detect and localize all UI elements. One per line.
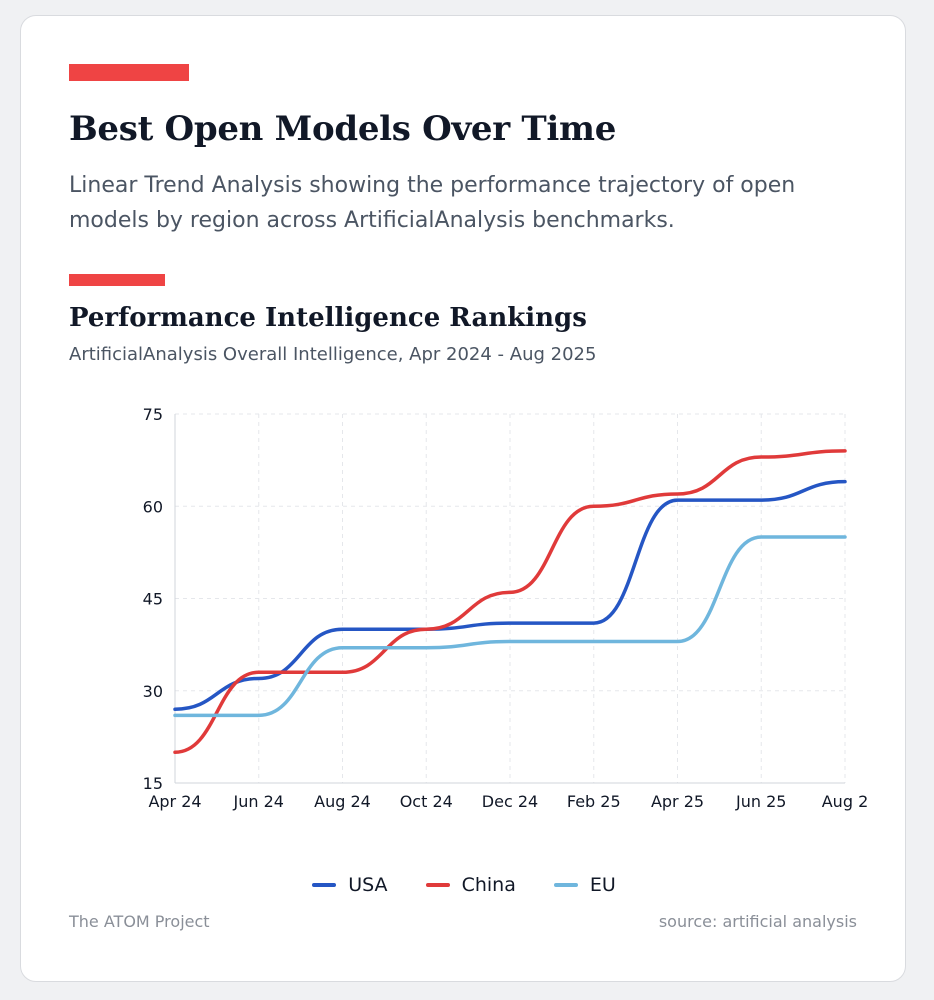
chart-axes: 15 30 45 60 75 Apr 24 Jun 24 Aug 24 Oct 24 Dec 24… bbox=[143, 405, 869, 811]
data-point-usa[interactable] bbox=[588, 617, 600, 629]
data-point-china[interactable] bbox=[253, 666, 265, 678]
data-point-eu[interactable] bbox=[588, 636, 600, 648]
y-tick-label: 15 bbox=[143, 774, 163, 793]
page-title: Best Open Models Over Time bbox=[69, 109, 617, 149]
y-tick-label: 75 bbox=[143, 405, 163, 424]
legend-swatch-usa bbox=[312, 883, 337, 887]
data-point-china[interactable] bbox=[504, 586, 516, 598]
data-point-china[interactable] bbox=[755, 451, 767, 463]
y-tick-label: 30 bbox=[143, 682, 163, 701]
chart-title: Performance Intelligence Rankings bbox=[69, 303, 587, 333]
chart-card: Best Open Models Over Time Linear Trend … bbox=[20, 15, 906, 982]
series-line-usa[interactable] bbox=[173, 479, 847, 711]
data-point-eu[interactable] bbox=[420, 642, 432, 654]
chart-legend: USA China EU bbox=[21, 874, 907, 896]
legend-label-usa: USA bbox=[348, 874, 388, 896]
legend-item-china[interactable]: China bbox=[425, 874, 516, 896]
legend-label-eu: EU bbox=[589, 874, 616, 896]
series-line-china[interactable] bbox=[173, 449, 847, 754]
title-accent-bar bbox=[69, 64, 189, 81]
x-tick-label: Aug 2 bbox=[822, 792, 869, 811]
data-point-eu[interactable] bbox=[672, 636, 684, 648]
data-point-usa[interactable] bbox=[337, 623, 349, 635]
data-point-usa[interactable] bbox=[504, 617, 516, 629]
data-point-china[interactable] bbox=[839, 445, 851, 457]
legend-item-usa[interactable]: USA bbox=[312, 874, 388, 896]
data-point-china[interactable] bbox=[337, 666, 349, 678]
series-line-eu[interactable] bbox=[173, 535, 847, 718]
data-point-eu[interactable] bbox=[169, 709, 181, 721]
legend-swatch-china bbox=[425, 883, 450, 887]
data-point-eu[interactable] bbox=[755, 531, 767, 543]
y-tick-label: 45 bbox=[143, 590, 163, 609]
page-subtitle: Linear Trend Analysis showing the perfor… bbox=[69, 173, 796, 233]
data-point-usa[interactable] bbox=[755, 494, 767, 506]
chart-subtitle: ArtificialAnalysis Overall Intelligence,… bbox=[69, 344, 597, 365]
legend-label-china: China bbox=[461, 874, 516, 896]
legend-item-eu[interactable]: EU bbox=[553, 874, 616, 896]
y-tick-label: 60 bbox=[143, 497, 163, 516]
data-point-eu[interactable] bbox=[337, 642, 349, 654]
chart-grid bbox=[174, 413, 846, 784]
chart-series bbox=[169, 445, 851, 758]
footer-source: source: artificial analysis bbox=[658, 912, 857, 931]
data-point-china[interactable] bbox=[672, 488, 684, 500]
x-tick-label: Apr 24 bbox=[148, 792, 201, 811]
line-chart: 15 30 45 60 75 Apr 24 Jun 24 Aug 24 Oct 24 Dec 24… bbox=[143, 405, 869, 811]
data-point-china[interactable] bbox=[588, 500, 600, 512]
x-tick-label: Feb 25 bbox=[567, 792, 621, 811]
x-tick-label: Jun 24 bbox=[233, 792, 284, 811]
data-point-china[interactable] bbox=[169, 746, 181, 758]
data-point-china[interactable] bbox=[420, 623, 432, 635]
x-tick-label: Jun 25 bbox=[735, 792, 786, 811]
section-accent-bar bbox=[69, 274, 165, 286]
data-point-eu[interactable] bbox=[504, 636, 516, 648]
x-tick-label: Apr 25 bbox=[651, 792, 704, 811]
data-point-usa[interactable] bbox=[839, 476, 851, 488]
data-point-eu[interactable] bbox=[839, 531, 851, 543]
data-point-eu[interactable] bbox=[253, 709, 265, 721]
x-tick-label: Dec 24 bbox=[482, 792, 538, 811]
legend-swatch-eu bbox=[553, 883, 578, 887]
x-tick-label: Oct 24 bbox=[400, 792, 453, 811]
footer-credit: The ATOM Project bbox=[69, 912, 210, 931]
x-tick-label: Aug 24 bbox=[314, 792, 371, 811]
